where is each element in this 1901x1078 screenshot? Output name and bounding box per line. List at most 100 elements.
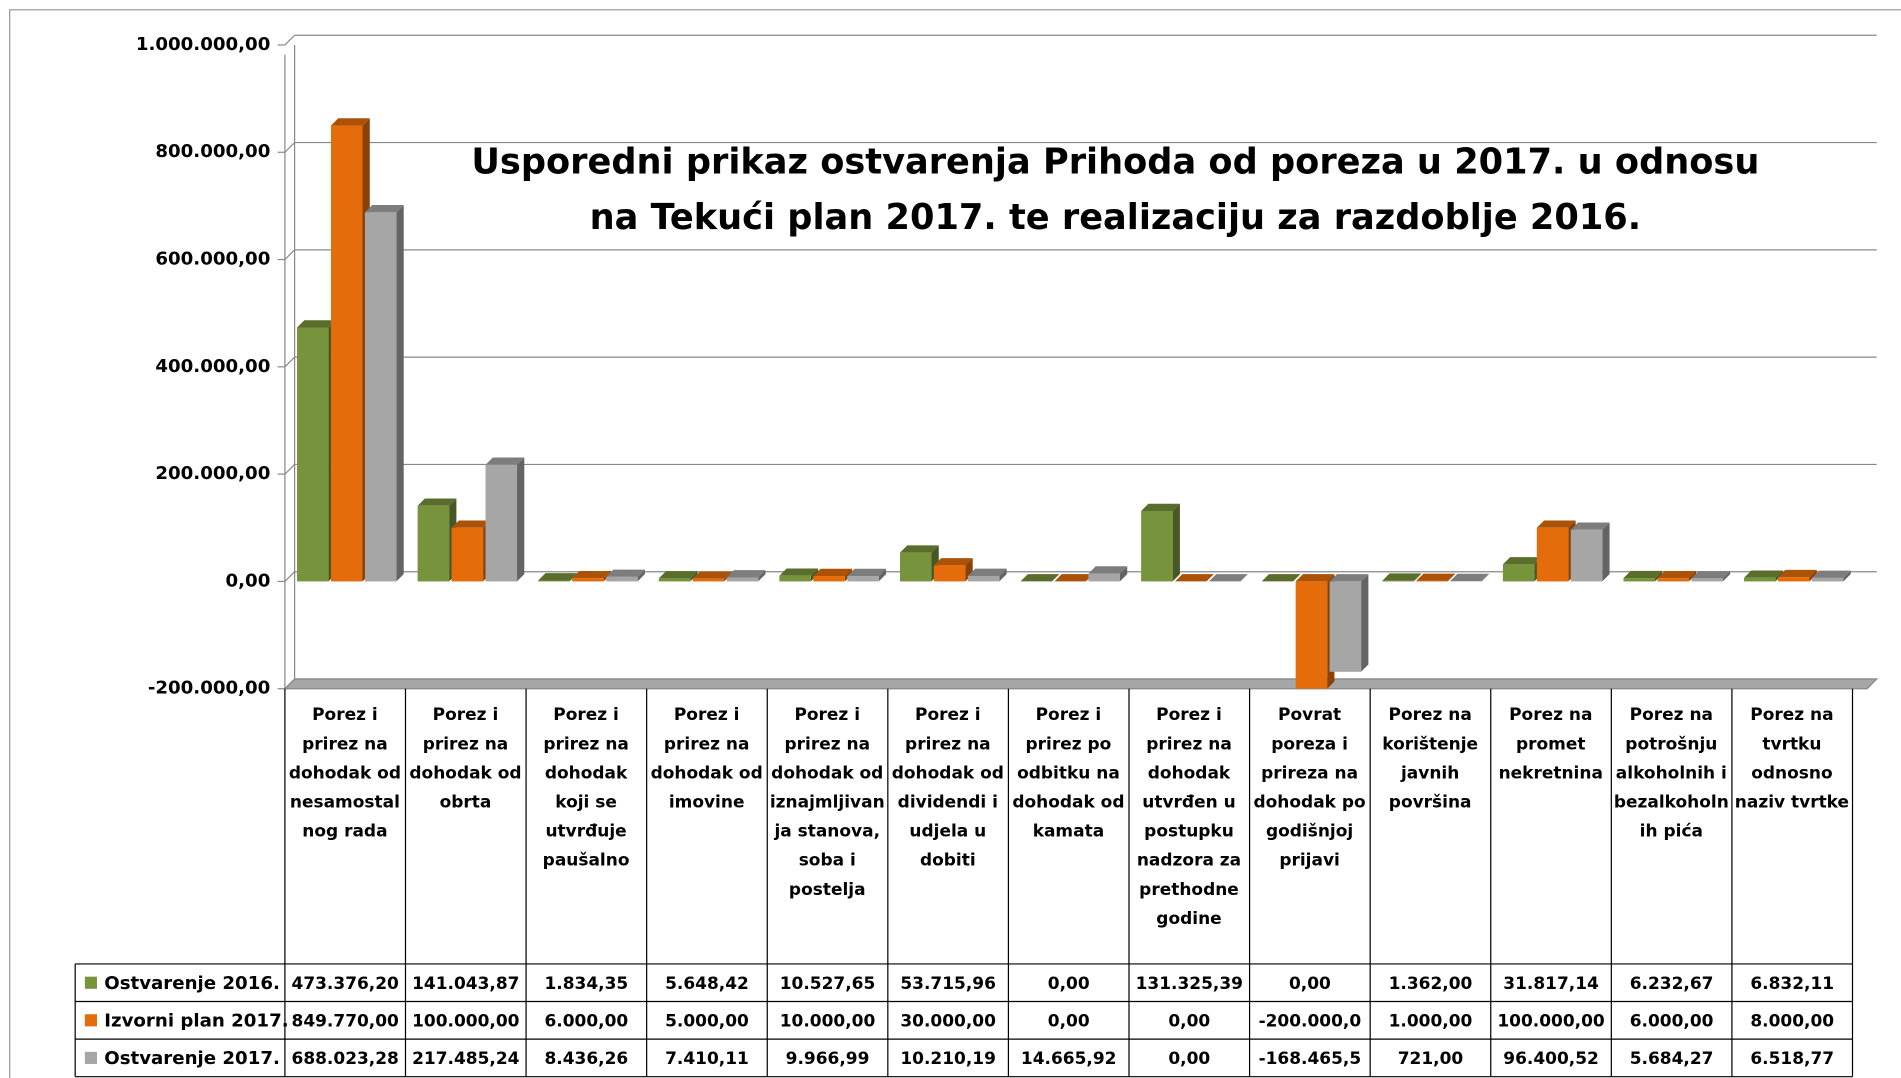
bar-top	[1141, 503, 1180, 511]
bar	[1329, 581, 1362, 672]
bar-top	[1175, 574, 1214, 582]
bar-top	[692, 571, 732, 579]
y-tick-label: 800.000,00	[155, 141, 270, 162]
bar	[1502, 564, 1535, 582]
bar-top	[1536, 520, 1576, 528]
bar-side	[999, 568, 1007, 582]
table-value: -168.465,5	[1259, 1049, 1362, 1069]
x-tick-label: Porez i prirez na dohodak od iznajmljiva…	[769, 705, 885, 900]
bar-top	[1657, 570, 1697, 579]
legend-swatch	[84, 976, 97, 989]
legend-label: Ostvarenje 2017.	[104, 1048, 280, 1069]
table-value: 0,00	[1048, 1012, 1090, 1032]
bar	[1416, 580, 1448, 582]
bar	[1777, 577, 1810, 582]
bar	[847, 576, 879, 582]
x-tick-label: Porez i prirez na dohodak od obrta	[409, 705, 522, 813]
table-value: 14.665,92	[1021, 1049, 1117, 1069]
bar	[1691, 578, 1723, 582]
grid-diag	[284, 464, 296, 475]
bar-top	[967, 568, 1007, 576]
table-value: 0,00	[1289, 974, 1331, 994]
table-value: 5.684,27	[1630, 1049, 1714, 1069]
bar-top	[1570, 522, 1610, 530]
category-cell: Porez i prirez na dohodak od obrta	[409, 705, 522, 813]
bar-side	[1809, 569, 1817, 582]
category-cell: Porez i prirez na dohodak od imovine	[651, 706, 763, 813]
category-cell: Porez na korištenje javnih površina	[1382, 705, 1479, 813]
bar	[417, 505, 450, 582]
table-value: 1.362,00	[1389, 974, 1473, 994]
bar-side	[1172, 503, 1180, 582]
category-cell: Porez i prirez na dohodak od dividendi i…	[891, 705, 1004, 871]
x-tick-label: Porez na tvrtku odnosno naziv tvrtke	[1734, 705, 1850, 813]
bar-top	[1088, 566, 1128, 574]
grid-diag	[284, 34, 296, 46]
x-tick-label: Porez i prirez na dohodak utvrđen u post…	[1136, 705, 1242, 929]
y-tick-label: 1.000.000,00	[136, 34, 271, 55]
bar	[899, 552, 932, 582]
bar-top	[485, 457, 525, 465]
bar	[485, 464, 518, 582]
x-tick-label: Porez na potrošnju alkoholnih i bezalkoh…	[1613, 705, 1729, 842]
bar	[933, 565, 966, 582]
bar-side	[1481, 573, 1489, 582]
bar-side	[1119, 566, 1128, 582]
bar-top	[726, 570, 766, 578]
y-tick-label: 400.000,00	[155, 356, 270, 377]
table-value: 0,00	[1168, 1012, 1210, 1032]
bar	[330, 125, 363, 582]
bar-top	[1209, 574, 1248, 582]
bar	[726, 577, 759, 582]
bar	[1088, 573, 1120, 582]
bar	[813, 576, 845, 582]
bar-top	[1020, 574, 1060, 582]
bar-top	[1295, 574, 1335, 582]
table-value: 1.834,35	[545, 974, 629, 994]
bar	[658, 578, 691, 582]
bar-top	[1382, 573, 1422, 581]
grid-diag	[284, 142, 296, 153]
bar-side	[517, 457, 525, 582]
bar	[572, 578, 604, 582]
bar	[1811, 577, 1844, 582]
table-value: 8.000,00	[1750, 1012, 1834, 1032]
bar-side	[758, 570, 766, 582]
table-value: 141.043,87	[412, 974, 519, 994]
table-value: 5.648,42	[665, 974, 749, 994]
legend-label: Izvorni plan 2017.	[104, 1011, 288, 1032]
table-value: 96.400,52	[1503, 1049, 1599, 1069]
category-cell: Porez i prirez na dohodak utvrđen u post…	[1136, 705, 1242, 929]
bar-top	[1811, 570, 1851, 578]
y-tick-label: 200.000,00	[155, 463, 270, 484]
bar	[538, 580, 570, 582]
grid-diag	[284, 571, 296, 582]
y-tick-label: -200.000,00	[148, 678, 271, 699]
bar-top	[606, 569, 645, 577]
table-value: 217.485,24	[412, 1049, 520, 1069]
bar-side	[1722, 571, 1731, 582]
table-value: 9.966,99	[786, 1049, 870, 1069]
bar	[692, 578, 725, 582]
x-tick-label: Porez i prirez na dohodak od dividendi i…	[891, 705, 1004, 871]
bar-side	[396, 205, 404, 582]
bar	[451, 527, 484, 582]
table-value: 31.817,14	[1503, 974, 1599, 994]
x-tick-label: Porez i prirez na dohodak od nesamostaln…	[288, 705, 402, 842]
category-cell: Povrat poreza i prireza na dohodak po go…	[1253, 706, 1365, 871]
table-value: 6.000,00	[1630, 1012, 1714, 1032]
x-tick-label: Porez i prirez po odbitku na dohodak od …	[1012, 705, 1125, 842]
x-tick-label: Porez na korištenje javnih površina	[1382, 705, 1479, 813]
category-cell: Porez i prirez po odbitku na dohodak od …	[1012, 705, 1125, 842]
bar-top	[417, 498, 457, 506]
bar	[1141, 510, 1173, 582]
chart-title: Usporedni prikaz ostvarenja Prihoda od p…	[471, 140, 1760, 238]
y-tick-label: 0,00	[226, 570, 271, 591]
bar	[779, 575, 811, 582]
table-value: 1.000,00	[1389, 1012, 1473, 1032]
bar-top	[297, 320, 336, 328]
bar	[606, 576, 638, 582]
table-value: 10.527,65	[780, 974, 876, 994]
bar	[297, 327, 329, 582]
